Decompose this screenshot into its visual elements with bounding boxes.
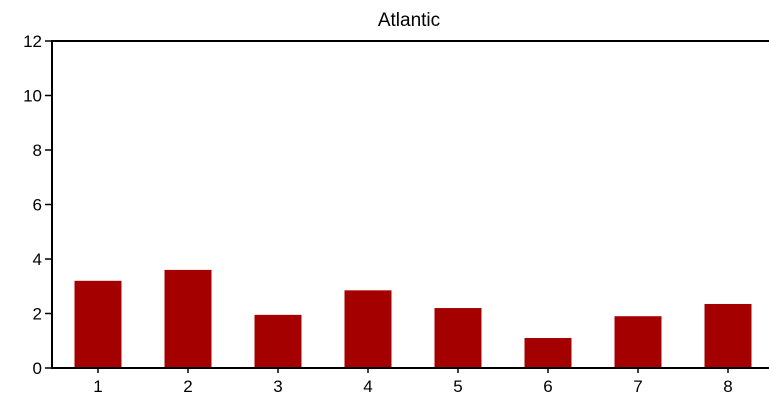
- x-tick-label-3: 3: [273, 377, 282, 396]
- x-tick-label-6: 6: [543, 377, 552, 396]
- bar-4: [344, 290, 392, 368]
- bar-3: [254, 314, 302, 368]
- bars-layer: [74, 269, 752, 368]
- y-tick-label-4: 4: [33, 250, 42, 269]
- y-tick-label-12: 12: [23, 32, 42, 51]
- x-tick-label-8: 8: [723, 377, 732, 396]
- bar-1: [74, 280, 122, 368]
- bar-2: [164, 269, 212, 368]
- bar-6: [524, 338, 572, 368]
- bar-7: [614, 316, 662, 368]
- bar-5: [434, 308, 482, 368]
- y-ticks-layer: 0 2 4 6 8 10 12: [23, 32, 52, 378]
- x-tick-label-7: 7: [633, 377, 642, 396]
- x-ticks-layer: 1 2 3 4 5 6 7 8: [93, 368, 733, 396]
- x-tick-label-5: 5: [453, 377, 462, 396]
- chart-title: Atlantic: [378, 10, 440, 31]
- y-tick-label-6: 6: [33, 196, 42, 215]
- x-tick-label-2: 2: [183, 377, 192, 396]
- y-tick-label-0: 0: [33, 359, 42, 378]
- bar-8: [704, 303, 752, 368]
- y-tick-label-8: 8: [33, 141, 42, 160]
- x-tick-label-4: 4: [363, 377, 372, 396]
- y-tick-label-2: 2: [33, 305, 42, 324]
- x-tick-label-1: 1: [93, 377, 102, 396]
- y-tick-label-10: 10: [23, 87, 42, 106]
